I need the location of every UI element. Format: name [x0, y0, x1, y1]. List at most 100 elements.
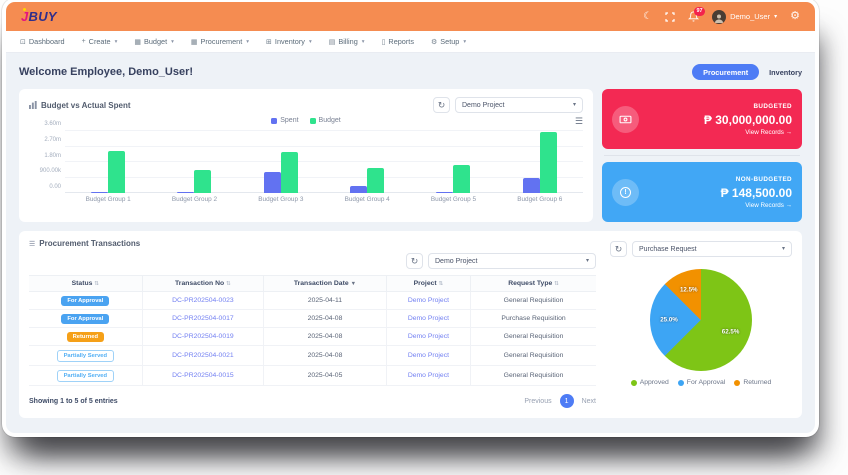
- column-header-transaction-no[interactable]: Transaction No ⇅: [142, 275, 265, 292]
- nav-item-dashboard[interactable]: ⊡ Dashboard: [20, 37, 65, 46]
- table-row: Partially Served DC-PR202504-0021 2025-04-…: [29, 345, 596, 366]
- legend-label: Budget: [318, 117, 341, 124]
- chevron-down-icon: ▾: [308, 38, 312, 45]
- bar-budget[interactable]: [453, 165, 471, 193]
- bar-spent[interactable]: [350, 185, 368, 193]
- view-records-link[interactable]: View Records →: [745, 128, 792, 136]
- chart-menu-icon[interactable]: ☰: [574, 116, 583, 126]
- cell-transaction-date: 2025-04-08: [263, 309, 387, 328]
- bar-budget[interactable]: [367, 168, 385, 193]
- bar-spent[interactable]: [522, 177, 540, 193]
- legend-label: Spent: [280, 117, 299, 124]
- user-name: Demo_User: [730, 12, 771, 21]
- create-icon: +: [81, 38, 86, 45]
- column-header-transaction-date[interactable]: Transaction Date ▼: [263, 275, 387, 292]
- cell-transaction-no[interactable]: DC-PR202504-0015: [142, 365, 265, 386]
- fullscreen-icon[interactable]: [665, 11, 675, 22]
- gridline: 2.70m: [44, 137, 583, 147]
- tab-inventory[interactable]: Inventory: [769, 67, 802, 77]
- dark-mode-moon-icon[interactable]: ☾: [643, 10, 653, 22]
- bar-budget[interactable]: [280, 151, 298, 193]
- view-records-link[interactable]: View Records →: [745, 201, 792, 209]
- pagination-page-1[interactable]: 1: [559, 394, 574, 408]
- table-entries-summary: Showing 1 to 5 of 5 entries: [29, 397, 118, 405]
- bar-spent[interactable]: [263, 172, 281, 193]
- transactions-refresh-button[interactable]: ↻: [406, 253, 423, 269]
- request-status-pie: 62.5% 25.0% 12.5%: [650, 269, 752, 371]
- bar-spent[interactable]: [177, 191, 195, 193]
- nav-item-procurement[interactable]: ▦ Procurement ▾: [191, 37, 249, 46]
- y-axis-label: 2.70m: [44, 136, 61, 143]
- nav-item-label: Inventory: [274, 37, 305, 46]
- logo-text: BUY: [28, 9, 57, 24]
- request-type-select[interactable]: Purchase Request ▾: [632, 241, 792, 257]
- cash-icon: [612, 105, 639, 133]
- pie-legend-dot: [630, 379, 637, 386]
- summary-card-budgeted[interactable]: BUDGETED ₱ 30,000,000.00 View Records →: [602, 89, 802, 149]
- page-content: Welcome Employee, Demo_User! Procurement…: [6, 53, 815, 418]
- bar-chart-x-labels: Budget Group 1 Budget Group 2 Budget Group…: [65, 196, 583, 203]
- column-header-request-type[interactable]: Request Type ⇅: [470, 275, 596, 292]
- pie-refresh-button[interactable]: ↻: [610, 241, 627, 257]
- bar-spent[interactable]: [91, 192, 109, 193]
- brand-logo[interactable]: JBUY: [21, 8, 57, 24]
- pagination-previous[interactable]: Previous: [524, 397, 552, 405]
- nav-item-label: Procurement: [200, 37, 243, 46]
- chart-project-select-value: Demo Project: [462, 101, 505, 109]
- user-menu[interactable]: Demo_User ▾: [712, 9, 778, 24]
- status-badge: For Approval: [61, 295, 110, 306]
- nav-item-create[interactable]: + Create ▾: [82, 37, 118, 46]
- column-header-status[interactable]: Status ⇅: [29, 275, 143, 292]
- cell-transaction-date: 2025-04-11: [263, 291, 387, 310]
- chevron-down-icon: ▾: [774, 13, 778, 20]
- cell-transaction-no[interactable]: DC-PR202504-0019: [142, 327, 265, 346]
- bar-spent[interactable]: [436, 192, 454, 193]
- cell-project[interactable]: Demo Project: [386, 327, 472, 346]
- request-type-select-value: Purchase Request: [639, 245, 697, 253]
- welcome-row: Welcome Employee, Demo_User! Procurement…: [19, 64, 802, 80]
- bar-budget[interactable]: [194, 169, 212, 193]
- pie-legend-label: Approved: [639, 379, 669, 386]
- legend-item-spent: Spent: [271, 117, 299, 124]
- avatar: [712, 9, 727, 24]
- nav-item-label: Create: [88, 37, 111, 46]
- cell-project[interactable]: Demo Project: [386, 365, 472, 386]
- chevron-down-icon: ▾: [585, 258, 589, 264]
- pagination-next[interactable]: Next: [581, 397, 596, 405]
- procurement-transactions-card: ☰ Procurement Transactions ↻ Demo Projec…: [19, 231, 802, 418]
- dashboard-icon: ⊡: [20, 38, 26, 46]
- tab-procurement[interactable]: Procurement: [692, 64, 760, 80]
- pie-slice-label: 12.5%: [679, 286, 698, 294]
- bar-budget[interactable]: [108, 150, 126, 193]
- sort-icon: ⇅: [438, 281, 444, 287]
- cell-transaction-no[interactable]: DC-PR202504-0017: [142, 309, 265, 328]
- cell-transaction-no[interactable]: DC-PR202504-0023: [142, 291, 265, 310]
- pie-legend: Approved For Approval Returned: [610, 379, 792, 386]
- gridline: 3.60m: [44, 121, 583, 131]
- column-header-project[interactable]: Project ⇅: [386, 275, 472, 292]
- y-axis-label: 3.60m: [44, 121, 61, 127]
- summary-card-amount: ₱ 30,000,000.00: [703, 112, 792, 127]
- cell-project[interactable]: Demo Project: [386, 309, 472, 328]
- cell-project[interactable]: Demo Project: [386, 345, 472, 366]
- notifications-button[interactable]: 97: [688, 7, 706, 22]
- summary-card-non-budgeted[interactable]: ! NON-BUDGETED ₱ 148,500.00 View Records →: [602, 162, 802, 222]
- summary-card-body: BUDGETED ₱ 30,000,000.00 View Records →: [704, 103, 792, 136]
- bar-group: [335, 168, 399, 193]
- cell-transaction-no[interactable]: DC-PR202504-0021: [142, 345, 265, 366]
- nav-item-reports[interactable]: ▯ Reports: [382, 37, 414, 46]
- cell-project[interactable]: Demo Project: [386, 291, 472, 310]
- bar-budget[interactable]: [539, 131, 557, 193]
- page-title: Welcome Employee, Demo_User!: [19, 66, 194, 78]
- procurement-icon: ▦: [190, 38, 198, 46]
- nav-item-setup[interactable]: ⚙ Setup ▾: [431, 37, 466, 46]
- nav-item-budget[interactable]: ▦ Budget ▾: [134, 37, 174, 46]
- settings-gear-icon[interactable]: ⚙: [790, 10, 800, 22]
- chart-refresh-button[interactable]: ↻: [433, 97, 450, 113]
- chart-project-select[interactable]: Demo Project ▾: [455, 97, 583, 113]
- nav-item-label: Dashboard: [28, 37, 65, 46]
- nav-item-inventory[interactable]: ⊞ Inventory ▾: [266, 37, 312, 46]
- chart-legend: ☰ Spent Budget: [29, 116, 583, 126]
- transactions-project-select[interactable]: Demo Project ▾: [428, 253, 596, 269]
- nav-item-billing[interactable]: ▤ Billing ▾: [329, 37, 365, 46]
